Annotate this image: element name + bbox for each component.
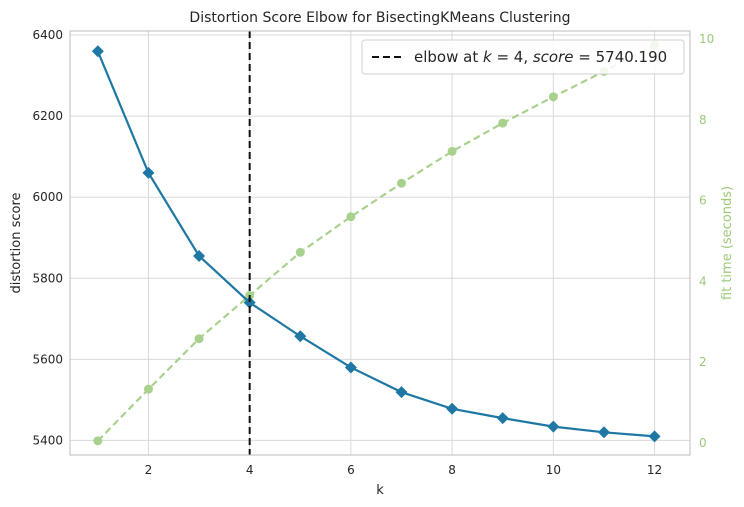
y2-tick-label: 2 — [699, 355, 707, 369]
distortion-point — [294, 330, 307, 343]
fit-time-point — [93, 436, 103, 446]
x-tick-label: 10 — [546, 463, 561, 477]
x-tick-label: 2 — [145, 463, 153, 477]
legend-score-value: = 5740.190 — [574, 48, 668, 66]
y-tick-label: 6400 — [32, 28, 63, 42]
y2-tick-label: 4 — [699, 274, 707, 288]
distortion-point — [91, 45, 104, 58]
fit-time-point — [447, 146, 457, 156]
legend-score-symbol: score — [533, 48, 574, 66]
distortion-point — [193, 249, 206, 262]
y2-tick-label: 6 — [699, 194, 707, 208]
y2-tick-label: 8 — [699, 113, 707, 127]
distortion-point — [344, 361, 357, 374]
legend-k-value: = 4, — [492, 48, 533, 66]
y-tick-label: 5400 — [32, 433, 63, 447]
legend: elbow at k = 4, score = 5740.190 — [361, 39, 685, 75]
y2-tick-label: 0 — [699, 436, 707, 450]
fit-time-point — [194, 334, 204, 344]
fit-time-line — [97, 44, 656, 442]
legend-k-symbol: k — [483, 48, 493, 66]
distortion-point — [243, 296, 256, 309]
legend-prefix: elbow at — [414, 48, 483, 66]
left-axis-ticks: 5400 5600 5800 6000 6200 6400 — [32, 28, 63, 447]
legend-box — [361, 39, 685, 75]
legend-elbow-label: elbow at k = 4, score = 5740.190 — [414, 48, 667, 66]
distortion-point — [496, 412, 509, 425]
x-tick-label: 4 — [246, 463, 254, 477]
plot-area — [70, 31, 690, 455]
distortion-point — [395, 386, 408, 399]
distortion-point — [142, 166, 155, 179]
x-tick-label: 12 — [647, 463, 662, 477]
distortion-series — [91, 45, 661, 443]
right-axis-ticks: 0 2 4 6 8 10 — [699, 32, 714, 450]
x-tick-label: 6 — [347, 463, 355, 477]
fit-time-point — [346, 212, 356, 222]
fit-time-point — [295, 247, 305, 257]
fit-time-point — [548, 92, 558, 102]
y2-axis-label: fit time (seconds) — [720, 186, 735, 300]
fit-time-point — [397, 178, 407, 188]
grid-lines — [70, 31, 690, 455]
distortion-point — [547, 420, 560, 433]
distortion-line — [96, 50, 655, 438]
x-axis-label: k — [376, 483, 384, 498]
distortion-point — [597, 426, 610, 439]
y2-tick-label: 10 — [699, 32, 714, 46]
distortion-point — [446, 402, 459, 415]
y-tick-label: 5600 — [32, 352, 63, 366]
y-axis-label: distortion score — [9, 193, 24, 294]
chart-title: Distortion Score Elbow for BisectingKMea… — [189, 10, 570, 26]
plot-frame — [69, 30, 691, 456]
x-tick-label: 8 — [448, 463, 456, 477]
fit-time-point — [498, 118, 508, 128]
fit-time-point — [143, 384, 153, 394]
y-tick-label: 5800 — [32, 271, 63, 285]
y-tick-label: 6000 — [32, 190, 63, 204]
bottom-axis-ticks: 2 4 6 8 10 12 — [145, 463, 663, 477]
distortion-point — [648, 430, 661, 443]
y-tick-label: 6200 — [32, 109, 63, 123]
